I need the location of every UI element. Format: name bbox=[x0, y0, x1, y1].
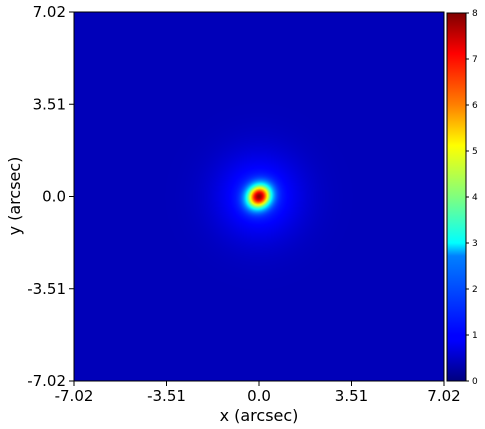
x-tick-label: 0.0 bbox=[247, 387, 271, 405]
colorbar-tick-label: 3 bbox=[472, 239, 478, 249]
colorbar-tick-label: 2 bbox=[472, 285, 478, 295]
y-tick-label: 7.02 bbox=[33, 3, 66, 21]
colorbar-tick-label: 4 bbox=[472, 193, 478, 203]
colorbar-tick-label: 1 bbox=[472, 331, 478, 341]
colorbar: 0 1 2 3 4 5 6 7 8 bbox=[446, 9, 478, 387]
y-tick-label: -3.51 bbox=[27, 280, 66, 298]
colorbar-gradient bbox=[446, 12, 467, 382]
colorbar-tick-label: 7 bbox=[472, 55, 478, 65]
x-tick-label: -3.51 bbox=[147, 387, 186, 405]
colorbar-tick-label: 5 bbox=[472, 147, 478, 157]
y-tick-label: 0.0 bbox=[42, 188, 66, 206]
plot-area bbox=[73, 11, 445, 382]
x-tick-label: 3.51 bbox=[335, 387, 368, 405]
y-tick-label: 3.51 bbox=[33, 95, 66, 113]
heatmap-image bbox=[74, 12, 444, 381]
y-tick-label: -7.02 bbox=[27, 372, 66, 390]
y-axis: -7.02 -3.51 0.0 3.51 7.02 bbox=[27, 3, 74, 390]
x-tick-label: 7.02 bbox=[427, 387, 460, 405]
colorbar-tick-label: 0 bbox=[472, 377, 478, 387]
colorbar-tick-label: 8 bbox=[472, 9, 478, 19]
x-axis-label: x (arcsec) bbox=[220, 406, 299, 425]
y-axis-label: y (arcsec) bbox=[5, 157, 24, 236]
colorbar-tick-label: 6 bbox=[472, 101, 478, 111]
colorbar-ticks: 0 1 2 3 4 5 6 7 8 bbox=[466, 9, 478, 387]
x-axis: -7.02 -3.51 0.0 3.51 7.02 bbox=[55, 381, 461, 405]
x-tick-label: -7.02 bbox=[55, 387, 94, 405]
